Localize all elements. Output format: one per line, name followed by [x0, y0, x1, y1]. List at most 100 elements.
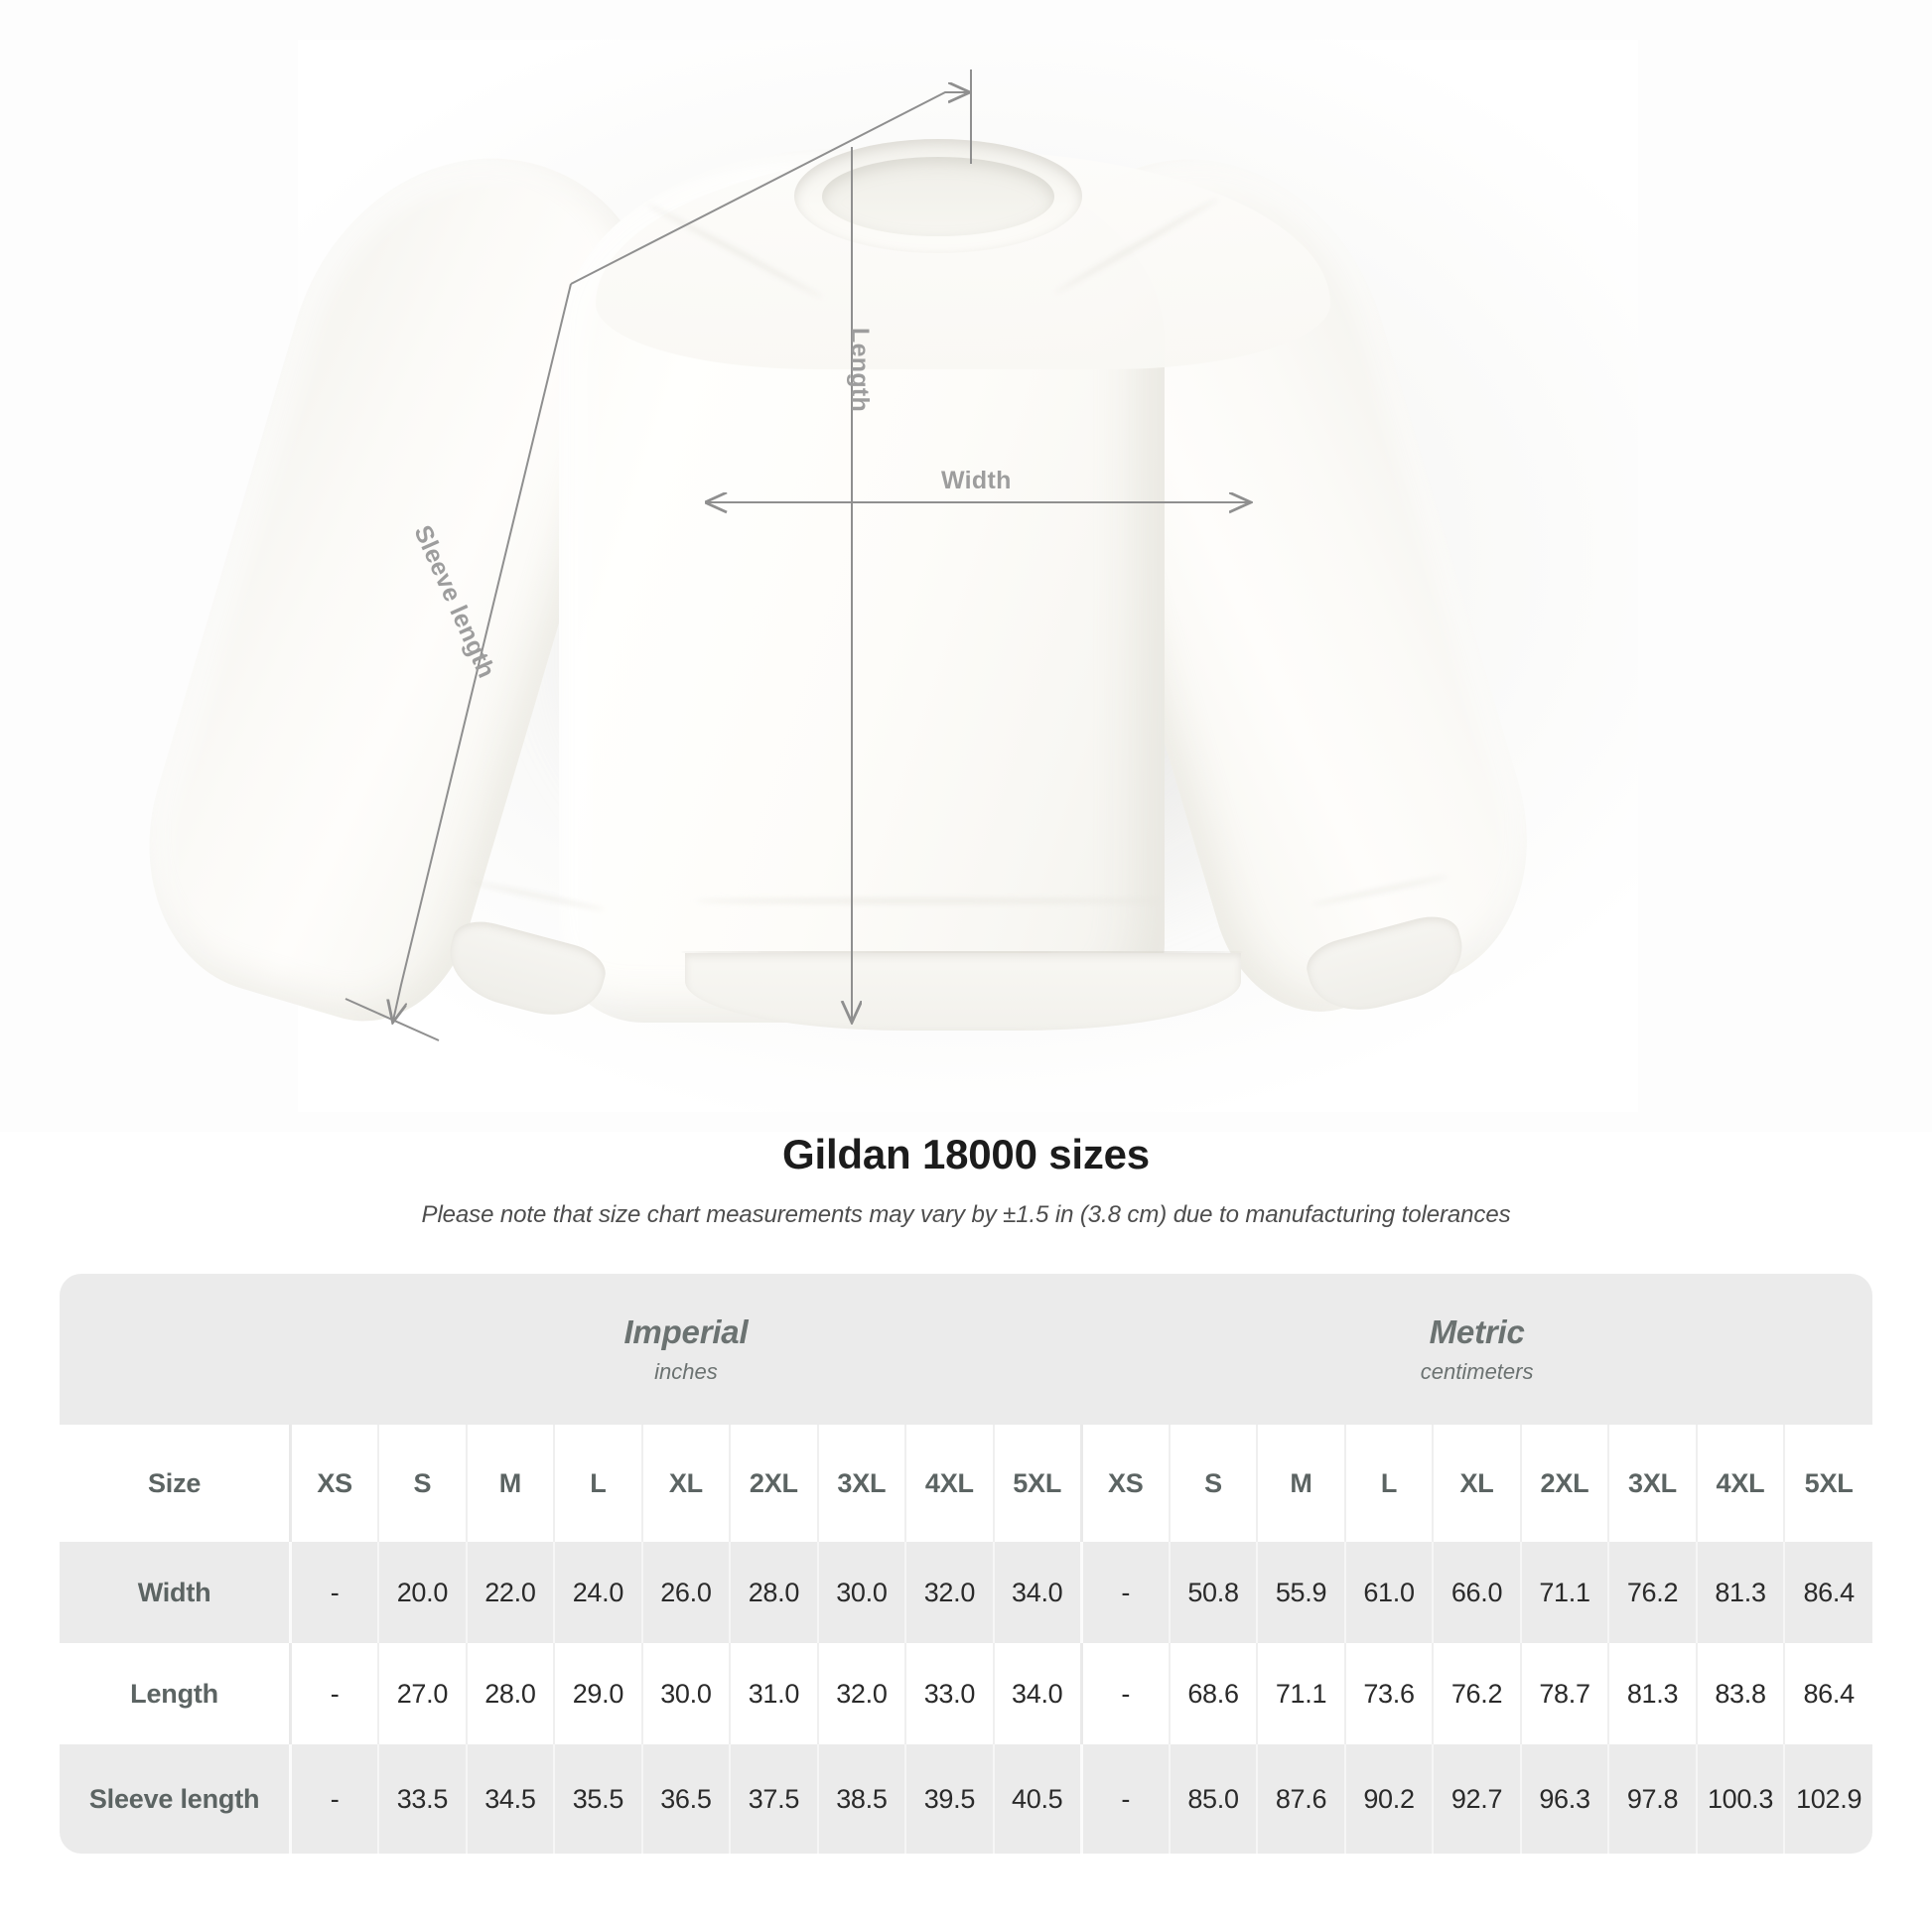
measurement-cell: - — [1079, 1643, 1170, 1744]
size-column-header: M — [465, 1425, 555, 1542]
measurement-cell: 39.5 — [904, 1744, 994, 1854]
size-column-header: 3XL — [816, 1425, 906, 1542]
measurement-cell: 32.0 — [904, 1542, 994, 1643]
measurement-cell: 96.3 — [1519, 1744, 1609, 1854]
size-column-header: XS — [289, 1425, 379, 1542]
row-label: Sleeve length — [60, 1744, 291, 1854]
size-column-header: 4XL — [904, 1425, 994, 1542]
size-column-header: L — [553, 1425, 642, 1542]
tolerance-note: Please note that size chart measurements… — [421, 1201, 1511, 1229]
size-header-label: Size — [60, 1425, 291, 1542]
page-title: Gildan 18000 sizes — [782, 1131, 1150, 1177]
measurement-cell: - — [289, 1542, 379, 1643]
row-label: Width — [60, 1542, 291, 1643]
measurement-cell: 100.3 — [1695, 1744, 1785, 1854]
neck-opening — [822, 157, 1054, 236]
measurement-cell: 90.2 — [1343, 1744, 1434, 1854]
measurement-cell: 38.5 — [816, 1744, 906, 1854]
size-column-header: S — [1168, 1425, 1258, 1542]
size-column-header: XL — [640, 1425, 731, 1542]
measurement-cell: 26.0 — [640, 1542, 731, 1643]
size-header-row: Size XS S M L XL 2XL 3XL 4XL 5XL XS S M L XL 2XL 3XL 4XL… — [60, 1425, 1872, 1542]
measurement-cell: 33.5 — [377, 1744, 467, 1854]
size-column-header: 2XL — [1519, 1425, 1609, 1542]
measurement-cell: 102.9 — [1783, 1744, 1872, 1854]
size-column-header: XS — [1079, 1425, 1170, 1542]
measurement-cell: 55.9 — [1256, 1542, 1345, 1643]
measurement-cell: 30.0 — [640, 1643, 731, 1744]
measurement-cell: 32.0 — [816, 1643, 906, 1744]
measurement-cell: 61.0 — [1343, 1542, 1434, 1643]
measurement-cell: 37.5 — [729, 1744, 818, 1854]
metric-unit-label: centimeters — [1420, 1359, 1534, 1384]
size-column-header: XL — [1432, 1425, 1521, 1542]
length-label: Length — [846, 328, 874, 413]
row-label: Length — [60, 1643, 291, 1744]
measurement-cell: 33.0 — [904, 1643, 994, 1744]
measurement-cell: - — [289, 1643, 379, 1744]
size-column-header: M — [1256, 1425, 1345, 1542]
measurement-cell: - — [1079, 1542, 1170, 1643]
measurement-cell: 81.3 — [1695, 1542, 1785, 1643]
measurement-cell: 87.6 — [1256, 1744, 1345, 1854]
measurement-cell: 66.0 — [1432, 1542, 1521, 1643]
measurement-cell: 92.7 — [1432, 1744, 1521, 1854]
measurement-cell: 86.4 — [1783, 1643, 1872, 1744]
measurement-cell: 68.6 — [1168, 1643, 1258, 1744]
measurement-cell: 50.8 — [1168, 1542, 1258, 1643]
imperial-unit-label: inches — [654, 1359, 718, 1384]
sweatshirt-illustration — [109, 111, 1566, 1052]
measurement-cell: 36.5 — [640, 1744, 731, 1854]
table-row: Width -20.0 22.0 24.0 26.0 28.0 30.0 32.0 34.0-… — [60, 1542, 1872, 1643]
measurement-cell: 34.0 — [992, 1643, 1082, 1744]
size-table: Imperial inches Metric centimeters Size … — [60, 1274, 1872, 1854]
product-photo: Length Width Sleeve length — [109, 40, 1638, 1112]
size-column-header: 3XL — [1607, 1425, 1697, 1542]
measurement-cell: 28.0 — [465, 1643, 555, 1744]
measurement-cell: 31.0 — [729, 1643, 818, 1744]
measurement-cell: 34.5 — [465, 1744, 555, 1854]
chart-caption: Gildan 18000 sizes Please note that size… — [0, 1130, 1932, 1229]
metric-system-label: Metric — [1429, 1313, 1525, 1350]
measurement-cell: 76.2 — [1432, 1643, 1521, 1744]
imperial-system-label: Imperial — [623, 1313, 749, 1350]
bottom-hem — [685, 953, 1241, 1031]
measurement-cell: - — [1079, 1744, 1170, 1854]
table-row: Sleeve length -33.5 34.5 35.5 36.5 37.5 38.5 3… — [60, 1744, 1872, 1854]
measurement-cell: 22.0 — [465, 1542, 555, 1643]
measurement-cell: 34.0 — [992, 1542, 1082, 1643]
width-label: Width — [941, 467, 1012, 494]
measurement-cell: 83.8 — [1695, 1643, 1785, 1744]
measurement-cell: 20.0 — [377, 1542, 467, 1643]
metric-header-cell: Metric centimeters — [1081, 1274, 1872, 1425]
hem-seam — [681, 951, 1243, 953]
size-column-header: 2XL — [729, 1425, 818, 1542]
measurement-cell: - — [289, 1744, 379, 1854]
size-column-header: 5XL — [992, 1425, 1082, 1542]
fabric-fold — [695, 898, 1162, 903]
measurement-cell: 71.1 — [1519, 1542, 1609, 1643]
measurement-cell: 35.5 — [553, 1744, 642, 1854]
table-row: Length -27.0 28.0 29.0 30.0 31.0 32.0 33.0 34.0… — [60, 1643, 1872, 1744]
size-column-header: 5XL — [1783, 1425, 1872, 1542]
size-column-header: S — [377, 1425, 467, 1542]
size-column-header: 4XL — [1695, 1425, 1785, 1542]
measurement-cell: 27.0 — [377, 1643, 467, 1744]
unit-spacer-cell — [60, 1274, 291, 1425]
size-column-header: L — [1343, 1425, 1434, 1542]
measurement-cell: 81.3 — [1607, 1643, 1697, 1744]
measurement-cell: 76.2 — [1607, 1542, 1697, 1643]
measurement-cell: 71.1 — [1256, 1643, 1345, 1744]
measurement-cell: 85.0 — [1168, 1744, 1258, 1854]
imperial-header-cell: Imperial inches — [290, 1274, 1082, 1425]
measurement-cell: 40.5 — [992, 1744, 1082, 1854]
measurement-cell: 73.6 — [1343, 1643, 1434, 1744]
measurement-cell: 28.0 — [729, 1542, 818, 1643]
unit-system-row: Imperial inches Metric centimeters — [60, 1274, 1872, 1425]
measurement-cell: 30.0 — [816, 1542, 906, 1643]
measurement-cell: 24.0 — [553, 1542, 642, 1643]
measurement-cell: 78.7 — [1519, 1643, 1609, 1744]
measurement-cell: 97.8 — [1607, 1744, 1697, 1854]
size-table-container: Imperial inches Metric centimeters Size … — [60, 1274, 1872, 1854]
